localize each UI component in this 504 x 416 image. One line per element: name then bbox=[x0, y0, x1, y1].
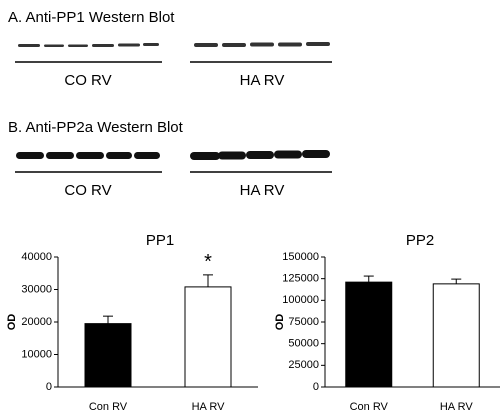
x-tick-label: HA RV bbox=[440, 401, 473, 413]
blot-label: HA RV bbox=[240, 182, 285, 199]
y-tick-label: 0 bbox=[46, 381, 52, 393]
y-tick-label: 75000 bbox=[288, 316, 319, 328]
blot-label: HA RV bbox=[240, 72, 285, 89]
y-tick-label: 100000 bbox=[282, 294, 319, 306]
bar bbox=[84, 323, 132, 388]
x-tick-label: Con RV bbox=[89, 401, 128, 413]
y-tick-label: 50000 bbox=[288, 338, 319, 350]
bar bbox=[184, 286, 232, 388]
y-axis-label: OD bbox=[274, 314, 286, 331]
blot-bands bbox=[16, 150, 330, 160]
blot-title: A. Anti-PP1 Western Blot bbox=[8, 9, 175, 26]
y-tick-label: 0 bbox=[313, 381, 319, 393]
blot-label: CO RV bbox=[64, 182, 111, 199]
y-tick-label: 150000 bbox=[282, 251, 319, 263]
blot-bands bbox=[18, 42, 330, 47]
bar bbox=[432, 283, 480, 388]
blot-title: B. Anti-PP2a Western Blot bbox=[8, 119, 184, 136]
x-tick-label: Con RV bbox=[350, 401, 389, 413]
y-tick-label: 40000 bbox=[21, 251, 52, 263]
y-axis-label: OD bbox=[6, 314, 18, 331]
y-tick-label: 25000 bbox=[288, 359, 319, 371]
y-tick-label: 30000 bbox=[21, 283, 52, 295]
y-tick-label: 10000 bbox=[21, 348, 52, 360]
chart-title: PP2 bbox=[406, 232, 434, 249]
annotation: * bbox=[204, 251, 212, 273]
x-tick-label: HA RV bbox=[192, 401, 225, 413]
y-tick-label: 20000 bbox=[21, 316, 52, 328]
blot-label: CO RV bbox=[64, 72, 111, 89]
y-tick-label: 125000 bbox=[282, 273, 319, 285]
chart-title: PP1 bbox=[146, 232, 174, 249]
bar bbox=[345, 281, 393, 388]
